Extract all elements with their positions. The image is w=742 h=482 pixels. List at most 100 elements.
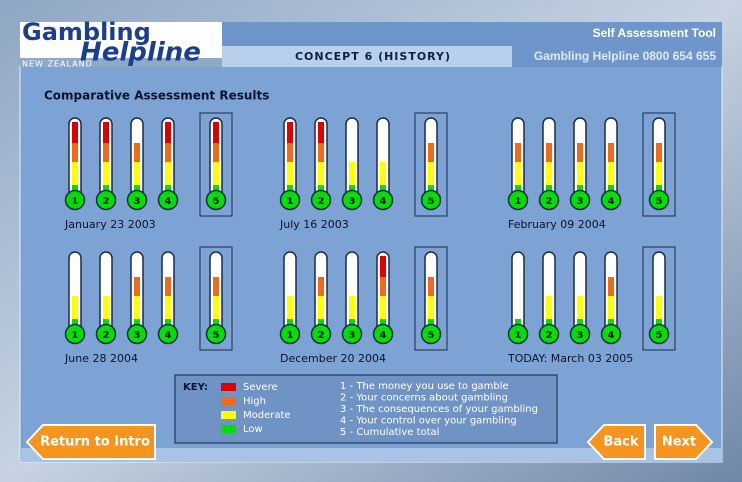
concept-title: CONCEPT 6 (HISTORY) xyxy=(295,50,451,63)
gauge-number: 1 xyxy=(287,330,294,341)
thermometer: 3 xyxy=(569,251,591,345)
assessment-date: June 28 2004 xyxy=(64,352,138,365)
level-fill xyxy=(287,122,293,200)
thermometer: 1 xyxy=(64,117,86,211)
bulb xyxy=(600,323,622,345)
button-shape[interactable] xyxy=(25,424,156,460)
bulb xyxy=(569,189,591,211)
level-segment xyxy=(318,162,324,185)
gauge-number: 4 xyxy=(608,330,615,341)
thermometer: 1 xyxy=(507,251,529,345)
key-swatch xyxy=(221,383,236,391)
thermometer: 5 xyxy=(648,251,670,345)
thermometer: 1 xyxy=(507,117,529,211)
level-segment xyxy=(577,296,583,319)
button-label[interactable]: Return to Intro xyxy=(40,435,150,450)
assessment-date: December 20 2004 xyxy=(280,352,386,365)
thermometer: 4 xyxy=(600,251,622,345)
level-segment xyxy=(318,143,324,162)
level-segment xyxy=(72,296,78,319)
thermometer: 1 xyxy=(64,251,86,345)
gauge-number: 5 xyxy=(213,330,220,341)
level-segment xyxy=(134,143,140,162)
key-level-label: Moderate xyxy=(243,410,291,421)
key-title: KEY: xyxy=(183,382,208,393)
logo-line2: Helpline xyxy=(80,38,201,68)
concept-bar xyxy=(222,46,512,67)
button-shape[interactable] xyxy=(586,424,646,460)
level-segment xyxy=(546,143,552,162)
level-segment xyxy=(103,162,109,185)
button-shape[interactable] xyxy=(654,424,714,460)
return-to-intro-button[interactable]: Return to Intro xyxy=(25,424,156,460)
gauge-number: 3 xyxy=(577,196,584,207)
bulb xyxy=(372,323,394,345)
level-segment xyxy=(103,296,109,319)
gauge-number: 2 xyxy=(318,330,325,341)
next-button[interactable]: Next xyxy=(654,424,714,460)
bulb xyxy=(648,189,670,211)
bulb xyxy=(569,323,591,345)
level-segment xyxy=(380,277,386,296)
thermometer: 5 xyxy=(420,251,442,345)
thermometer: 5 xyxy=(648,117,670,211)
bulb xyxy=(95,189,117,211)
bulb xyxy=(126,189,148,211)
level-fill xyxy=(72,122,78,200)
level-segment xyxy=(428,296,434,319)
bulb xyxy=(95,323,117,345)
level-segment xyxy=(287,296,293,319)
level-segment xyxy=(103,143,109,162)
key-item: 2 - Your concerns about gambling xyxy=(340,393,508,404)
level-fill xyxy=(165,122,171,200)
bulb xyxy=(507,323,529,345)
helpline-phone: Gambling Helpline 0800 654 655 xyxy=(534,49,716,63)
thermometer: 2 xyxy=(310,251,332,345)
level-segment xyxy=(213,162,219,185)
bulb xyxy=(310,189,332,211)
button-label[interactable]: Next xyxy=(662,435,696,450)
level-segment xyxy=(546,162,552,185)
assessment-group: 1 2 3 4 5 June 28 2004 xyxy=(64,246,233,365)
total-box xyxy=(199,246,233,351)
level-segment xyxy=(428,162,434,185)
level-segment xyxy=(608,296,614,319)
bulb xyxy=(507,189,529,211)
gauge-number: 4 xyxy=(380,196,387,207)
level-segment xyxy=(380,256,386,277)
assessment-group: 1 2 3 4 5 February 09 2004 xyxy=(507,112,676,231)
level-segment xyxy=(608,143,614,162)
thermometer: 4 xyxy=(157,251,179,345)
total-box xyxy=(199,112,233,217)
level-segment xyxy=(349,296,355,319)
bulb xyxy=(279,323,301,345)
gauge-number: 1 xyxy=(72,330,79,341)
back-button[interactable]: Back xyxy=(586,424,646,460)
level-fill xyxy=(213,122,219,200)
total-box xyxy=(414,246,448,351)
gauge-number: 1 xyxy=(515,330,522,341)
key-item: 3 - The consequences of your gambling xyxy=(340,404,538,415)
level-segment xyxy=(72,162,78,185)
thermometer: 2 xyxy=(95,251,117,345)
level-segment xyxy=(608,162,614,185)
bulb xyxy=(600,189,622,211)
gauge-number: 3 xyxy=(134,196,141,207)
level-segment xyxy=(349,162,355,185)
gauge-number: 5 xyxy=(428,196,435,207)
level-segment xyxy=(287,162,293,185)
level-fill xyxy=(103,122,109,200)
key-swatch xyxy=(221,411,236,419)
gauge-number: 5 xyxy=(213,196,220,207)
key-item: 1 - The money you use to gamble xyxy=(340,381,509,392)
level-segment xyxy=(656,162,662,185)
key-swatch xyxy=(221,397,236,405)
assessment-date: February 09 2004 xyxy=(508,218,606,231)
button-label[interactable]: Back xyxy=(603,435,638,450)
thermometer: 5 xyxy=(420,117,442,211)
level-segment xyxy=(515,143,521,162)
level-segment xyxy=(213,122,219,143)
thermometer: 5 xyxy=(205,117,227,211)
bulb xyxy=(372,189,394,211)
